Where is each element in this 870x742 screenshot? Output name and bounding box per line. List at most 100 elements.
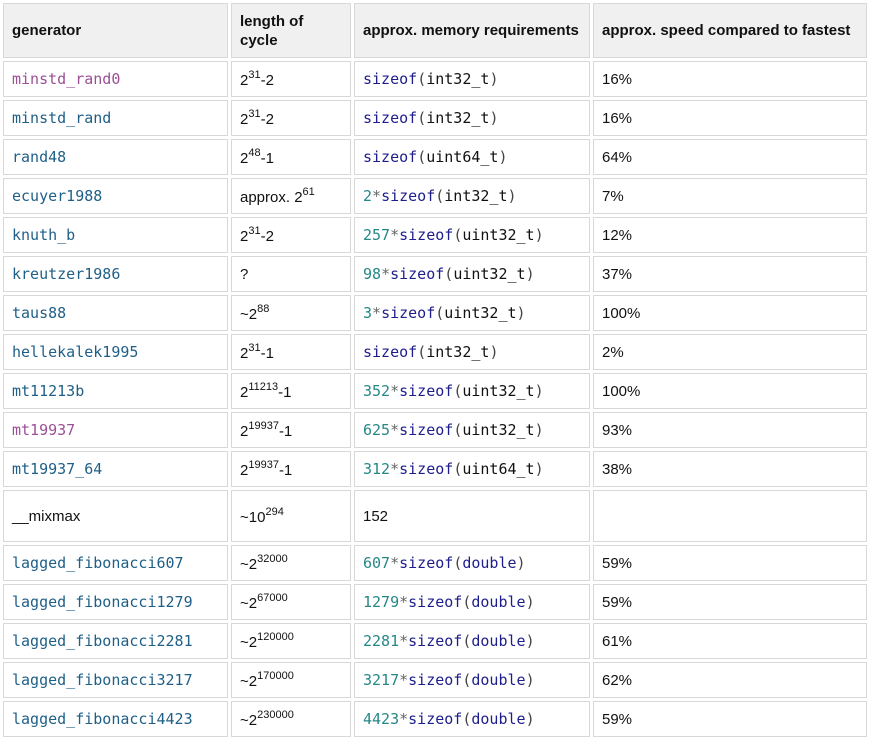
table-row: rand48 248-1 sizeof(uint64_t) 64%	[3, 139, 867, 175]
cycle-base: 2	[240, 149, 249, 167]
table-header-row: generator length of cycle approx. memory…	[3, 3, 867, 58]
header-memory: approx. memory requirements	[354, 3, 590, 58]
speed-cell: 59%	[593, 701, 867, 737]
generator-link[interactable]: mt11213b	[12, 382, 85, 400]
memory-expression: 257*sizeof(uint32_t)	[363, 226, 544, 244]
memory-expression: sizeof(int32_t)	[363, 70, 498, 88]
close-paren: )	[489, 70, 499, 88]
header-speed: approx. speed compared to fastest	[593, 3, 867, 58]
memory-cell: sizeof(uint64_t)	[354, 139, 590, 175]
close-paren: )	[489, 343, 499, 361]
memory-operator: *	[390, 226, 400, 244]
cycle-cell: 211213-1	[231, 373, 351, 409]
generator-link[interactable]: ecuyer1988	[12, 187, 103, 205]
cycle-base: ~2	[240, 594, 258, 612]
memory-cell: 3217*sizeof(double)	[354, 662, 590, 698]
cycle-base: 2	[240, 383, 249, 401]
type-name: uint32_t	[462, 382, 535, 400]
cycle-base: ~2	[240, 633, 258, 651]
memory-operator: *	[372, 187, 382, 205]
cycle-cell: ~232000	[231, 545, 351, 581]
speed-cell: 61%	[593, 623, 867, 659]
generator-link[interactable]: kreutzer1986	[12, 265, 121, 283]
sizeof-keyword: sizeof	[363, 148, 418, 166]
open-paren: (	[444, 265, 454, 283]
table-row: mt19937 219937-1 625*sizeof(uint32_t) 93%	[3, 412, 867, 448]
close-paren: )	[534, 382, 544, 400]
speed-cell: 59%	[593, 545, 867, 581]
type-name: uint64_t	[462, 460, 535, 478]
table-row: hellekalek1995 231-1 sizeof(int32_t) 2%	[3, 334, 867, 370]
memory-multiplier: 3	[363, 304, 373, 322]
generator-link[interactable]: rand48	[12, 148, 67, 166]
memory-multiplier: 2281	[363, 632, 400, 650]
cycle-exponent: 11213	[248, 380, 279, 393]
memory-multiplier: 312	[363, 460, 391, 478]
cycle-exponent: 230000	[257, 708, 294, 721]
cycle-cell: 231-1	[231, 334, 351, 370]
cycle-base: 2	[240, 344, 249, 362]
generator-link[interactable]: lagged_fibonacci607	[12, 554, 184, 572]
table-row: lagged_fibonacci3217 ~2170000 3217*sizeof(…	[3, 662, 867, 698]
generator-cell: minstd_rand	[3, 100, 228, 136]
cycle-cell: ?	[231, 256, 351, 292]
sizeof-keyword: sizeof	[408, 593, 463, 611]
generator-link[interactable]: mt19937	[12, 421, 76, 439]
table-row: lagged_fibonacci2281 ~2120000 2281*sizeof(…	[3, 623, 867, 659]
close-paren: )	[525, 671, 535, 689]
cycle-exponent: 19937	[248, 419, 279, 432]
header-cycle: length of cycle	[231, 3, 351, 58]
generator-link[interactable]: hellekalek1995	[12, 343, 139, 361]
speed-cell: 93%	[593, 412, 867, 448]
cycle-suffix: -1	[278, 461, 293, 479]
table-row: mt19937_64 219937-1 312*sizeof(uint64_t) 38…	[3, 451, 867, 487]
memory-cell: 257*sizeof(uint32_t)	[354, 217, 590, 253]
generator-cell: __mixmax	[3, 490, 228, 542]
memory-cell: 352*sizeof(uint32_t)	[354, 373, 590, 409]
generator-link[interactable]: lagged_fibonacci4423	[12, 710, 193, 728]
type-name: double	[471, 671, 526, 689]
type-name: int32_t	[444, 187, 508, 205]
memory-operator: *	[390, 460, 400, 478]
sizeof-keyword: sizeof	[408, 710, 463, 728]
sizeof-keyword: sizeof	[363, 70, 418, 88]
generator-link[interactable]: minstd_rand	[12, 109, 112, 127]
generator-link[interactable]: minstd_rand0	[12, 70, 121, 88]
speed-cell: 100%	[593, 295, 867, 331]
generator-link[interactable]: mt19937_64	[12, 460, 103, 478]
memory-cell: 1279*sizeof(double)	[354, 584, 590, 620]
table-row: minstd_rand0 231-2 sizeof(int32_t) 16%	[3, 61, 867, 97]
generator-cell: lagged_fibonacci4423	[3, 701, 228, 737]
generator-link[interactable]: taus88	[12, 304, 67, 322]
cycle-exponent: 31	[248, 224, 261, 237]
open-paren: (	[462, 671, 472, 689]
memory-expression: 607*sizeof(double)	[363, 554, 526, 572]
cycle-exponent: 31	[248, 107, 261, 120]
speed-cell: 2%	[593, 334, 867, 370]
generator-cell: lagged_fibonacci3217	[3, 662, 228, 698]
speed-cell: 16%	[593, 100, 867, 136]
memory-multiplier: 625	[363, 421, 391, 439]
memory-expression: sizeof(int32_t)	[363, 343, 498, 361]
memory-multiplier: 98	[363, 265, 382, 283]
generator-link[interactable]: lagged_fibonacci2281	[12, 632, 193, 650]
memory-expression: 2*sizeof(int32_t)	[363, 187, 517, 205]
memory-expression: sizeof(int32_t)	[363, 109, 498, 127]
open-paren: (	[417, 343, 427, 361]
memory-value: 152	[363, 507, 389, 525]
speed-cell: 16%	[593, 61, 867, 97]
generator-link[interactable]: knuth_b	[12, 226, 76, 244]
open-paren: (	[453, 382, 463, 400]
type-name: double	[471, 710, 526, 728]
table-row: kreutzer1986? 98*sizeof(uint32_t) 37%	[3, 256, 867, 292]
sizeof-keyword: sizeof	[408, 671, 463, 689]
type-name: uint32_t	[453, 265, 526, 283]
cycle-exponent: 67000	[257, 591, 288, 604]
sizeof-keyword: sizeof	[381, 187, 436, 205]
memory-operator: *	[399, 632, 409, 650]
cycle-exponent: 120000	[257, 630, 294, 643]
generator-link[interactable]: lagged_fibonacci3217	[12, 671, 193, 689]
cycle-exponent: 31	[248, 341, 261, 354]
memory-expression: 1279*sizeof(double)	[363, 593, 535, 611]
generator-link[interactable]: lagged_fibonacci1279	[12, 593, 193, 611]
